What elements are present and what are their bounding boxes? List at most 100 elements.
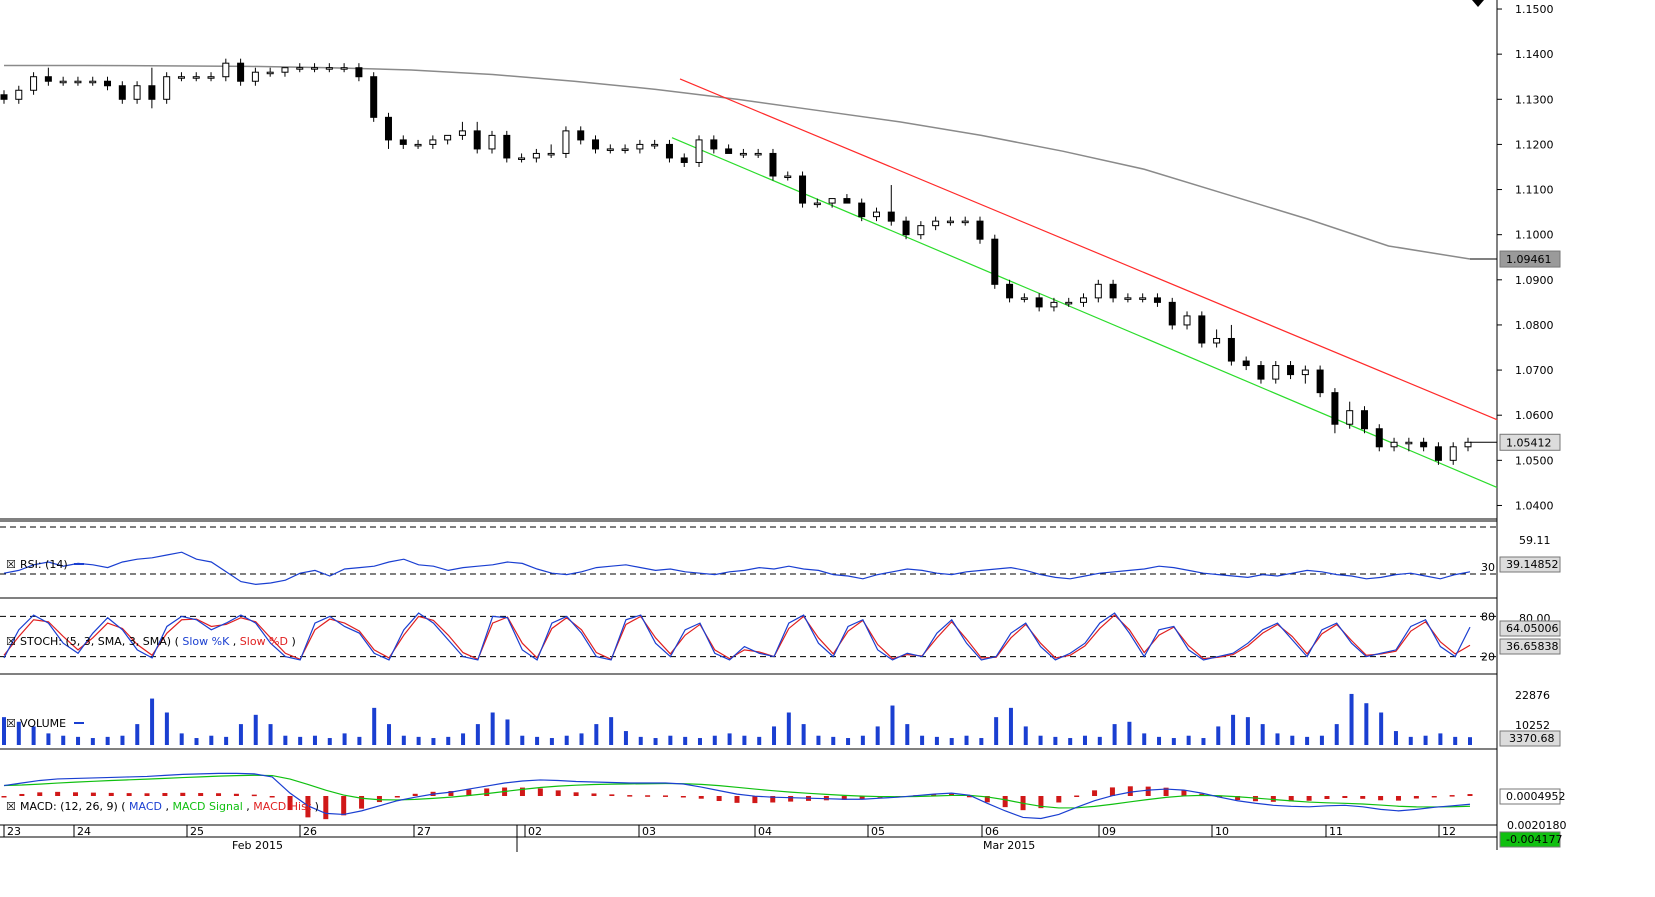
volume-bar <box>638 736 643 745</box>
macd-legend-signal: MACD Signal <box>173 800 243 813</box>
stoch-close-icon[interactable]: ☒ <box>6 635 16 648</box>
volume-bar <box>2 717 6 745</box>
volume-bar <box>31 726 36 745</box>
candle-body <box>89 80 97 84</box>
macd-hist-bar <box>734 796 740 803</box>
rsi-close-icon[interactable]: ☒ <box>6 558 16 571</box>
macd-signal-line <box>3 774 1471 809</box>
trendlines <box>671 78 1498 488</box>
candle-body <box>473 130 481 150</box>
volume-bar <box>697 738 702 745</box>
candle-body <box>370 76 378 118</box>
volume-bar <box>1349 693 1354 745</box>
macd-hist-bar <box>466 789 472 796</box>
day-label: 05 <box>871 825 885 838</box>
macd-hist-bar <box>1 796 7 798</box>
volume-bar <box>1423 735 1428 745</box>
volume-bar <box>150 698 155 745</box>
volume-bar <box>446 736 451 745</box>
macd-hist-bar <box>359 796 365 809</box>
macd-legend-separator-1: , <box>166 800 173 813</box>
candle-body <box>1287 365 1295 376</box>
volume-bar <box>283 735 288 745</box>
macd-close-icon[interactable]: ☒ <box>6 800 16 813</box>
candle-body <box>1375 428 1383 448</box>
volume-bar <box>742 735 747 745</box>
candle-body <box>1139 297 1147 300</box>
day-label: 03 <box>642 825 656 838</box>
volume-bar <box>1260 724 1265 745</box>
day-label: 09 <box>1102 825 1116 838</box>
volume-bar <box>846 738 851 745</box>
last-price-tag-box <box>1499 433 1561 451</box>
volume-bar <box>757 736 762 745</box>
volume-bar <box>61 735 66 745</box>
candle-body <box>843 198 851 204</box>
candle-body <box>281 67 289 73</box>
volume-bar <box>372 707 377 745</box>
month-label: Mar 2015 <box>983 839 1035 852</box>
volume-bar <box>1305 736 1310 745</box>
stoch-k-line <box>3 612 1471 661</box>
volume-bar <box>1068 738 1073 745</box>
candle-body <box>1331 392 1339 425</box>
macd-hist-bar <box>1467 794 1473 796</box>
volume-close-icon[interactable]: ☒ <box>6 717 16 730</box>
candlesticks <box>0 58 1472 465</box>
volume-bar <box>194 738 199 745</box>
candle-body <box>651 143 659 147</box>
candle-body <box>932 220 940 227</box>
collapse-arrow-icon[interactable] <box>1472 0 1484 7</box>
macd-hist-bar <box>519 787 525 796</box>
candle-body <box>133 85 141 100</box>
candle-body <box>384 116 392 141</box>
candle-body <box>325 67 333 70</box>
volume-bar <box>1023 726 1028 745</box>
volume-bar <box>357 736 362 745</box>
candle-body <box>1449 446 1457 461</box>
price-tick-label: 1.0800 <box>1515 319 1554 332</box>
candle-body <box>562 130 570 154</box>
volume-bar <box>979 738 984 745</box>
candle-body <box>799 175 807 204</box>
macd-hist-bar <box>1163 787 1169 796</box>
macd-legend-macd: MACD <box>129 800 162 813</box>
macd-hist-bar <box>376 796 382 803</box>
panel-frames <box>0 0 1498 850</box>
candle-body <box>1360 410 1368 430</box>
volume-bar <box>1053 736 1058 745</box>
macd-hist-bar <box>1449 795 1455 797</box>
moving-average-line <box>4 64 1497 260</box>
volume-bar <box>520 735 525 745</box>
price-tick-label: 1.0500 <box>1515 454 1554 467</box>
day-label: 02 <box>528 825 542 838</box>
candle-body <box>547 152 555 156</box>
volume-value: 3370.68 <box>1509 732 1555 745</box>
volume-bar <box>46 733 51 745</box>
ma-price-tag-box <box>1499 250 1561 268</box>
candle-body <box>1434 446 1442 461</box>
rsi-panel: 59.11 30 39.14852 <box>0 526 1561 586</box>
candle-body <box>946 220 954 224</box>
candle-body <box>104 80 112 87</box>
candle-body <box>429 139 437 145</box>
candle-body <box>296 67 304 70</box>
volume-bar <box>949 738 954 745</box>
macd-hist-box <box>1499 788 1561 805</box>
volume-bar <box>90 738 95 745</box>
macd-hist-bar <box>1395 796 1401 801</box>
volume-bar <box>801 724 806 745</box>
candle-body <box>1227 337 1235 362</box>
volume-bar <box>594 724 599 745</box>
last-price-tag: 1.05412 <box>1506 436 1552 449</box>
volume-bar <box>1112 724 1117 745</box>
macd-legend-separator-2: , <box>246 800 253 813</box>
volume-bar <box>16 721 21 745</box>
candle-body <box>991 238 999 285</box>
candle-body <box>754 152 762 156</box>
rsi-line <box>3 551 1471 586</box>
day-label: 04 <box>758 825 772 838</box>
macd-hist-bar <box>591 793 597 796</box>
macd-hist-bar <box>1002 796 1008 808</box>
